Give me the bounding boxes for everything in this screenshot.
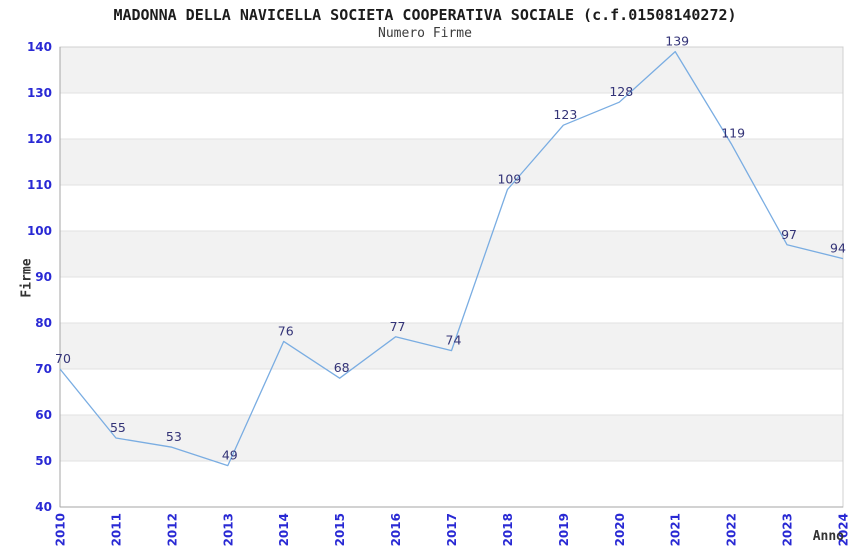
y-tick-label: 40 <box>35 500 52 514</box>
x-tick-label: 2018 <box>501 513 515 546</box>
x-tick-label: 2010 <box>54 513 68 546</box>
data-point-label: 94 <box>830 241 846 256</box>
plot-band <box>60 139 843 185</box>
y-tick-label: 140 <box>27 40 52 54</box>
plot-band <box>60 277 843 323</box>
x-tick-label: 2023 <box>781 513 795 546</box>
data-point-label: 76 <box>278 323 294 338</box>
y-tick-label: 70 <box>35 362 52 376</box>
data-point-label: 119 <box>721 126 745 141</box>
y-tick-label: 80 <box>35 316 52 330</box>
y-axis-title: Firme <box>19 258 35 298</box>
data-point-label: 53 <box>166 429 182 444</box>
data-point-label: 123 <box>553 107 577 122</box>
x-tick-label: 2014 <box>277 513 291 546</box>
plot-band <box>60 93 843 139</box>
plot-band <box>60 47 843 93</box>
x-tick-label: 2022 <box>725 513 739 546</box>
y-tick-label: 90 <box>35 270 52 284</box>
y-tick-label: 50 <box>35 454 52 468</box>
series-line <box>59 50 844 467</box>
data-point-label: 74 <box>446 333 462 348</box>
x-tick-label: 2013 <box>221 513 235 546</box>
plot-band <box>60 185 843 231</box>
x-tick-label: 2015 <box>333 513 347 546</box>
y-tick-label: 130 <box>27 86 52 100</box>
data-point-label: 55 <box>110 420 126 435</box>
data-point-label: 68 <box>334 360 350 375</box>
x-tick-label: 2016 <box>389 513 403 546</box>
y-tick-label: 110 <box>27 178 52 192</box>
x-axis-title: Anno <box>812 529 844 544</box>
x-tick-label: 2020 <box>613 513 627 546</box>
plot-band <box>60 231 843 277</box>
data-point-label: 139 <box>665 34 689 49</box>
data-point-label: 49 <box>222 448 238 463</box>
plot-band <box>60 461 843 507</box>
data-point-label: 109 <box>497 172 521 187</box>
chart-title: MADONNA DELLA NAVICELLA SOCIETA COOPERAT… <box>113 6 737 24</box>
x-tick-label: 2017 <box>445 513 459 546</box>
y-tick-label: 60 <box>35 408 52 422</box>
data-point-label: 77 <box>390 319 406 334</box>
data-point-label: 97 <box>781 227 797 242</box>
x-tick-label: 2012 <box>165 513 179 546</box>
y-tick-label: 100 <box>27 224 52 238</box>
chart-subtitle: Numero Firme <box>378 26 472 41</box>
y-tick-label: 120 <box>27 132 52 146</box>
x-tick-label: 2024 <box>837 513 850 546</box>
data-point-label: 70 <box>55 351 71 366</box>
plot-band <box>60 323 843 369</box>
x-tick-label: 2021 <box>669 513 683 546</box>
data-point-label: 128 <box>609 84 633 99</box>
x-tick-label: 2011 <box>109 513 123 546</box>
x-tick-label: 2019 <box>557 513 571 546</box>
plot-band <box>60 369 843 415</box>
